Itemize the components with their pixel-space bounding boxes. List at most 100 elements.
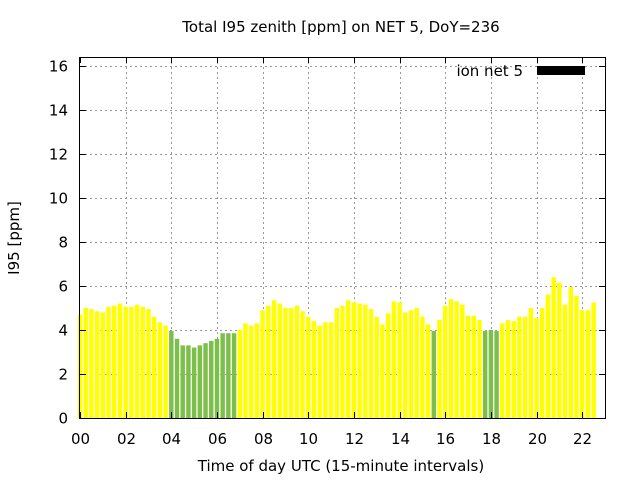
bar xyxy=(334,307,340,418)
bar xyxy=(357,303,362,418)
legend-swatch xyxy=(537,66,585,75)
bar xyxy=(591,302,596,418)
bar xyxy=(425,324,431,418)
bar xyxy=(500,323,505,418)
x-tick-labels: 00 02 04 06 08 10 12 14 16 18 20 22 xyxy=(71,430,592,448)
bar xyxy=(306,316,311,418)
bar xyxy=(220,333,225,418)
legend: ion net 5 xyxy=(456,62,585,80)
bar xyxy=(129,306,134,418)
bar xyxy=(83,307,88,418)
bar xyxy=(477,320,482,418)
bar xyxy=(151,316,157,418)
bar xyxy=(408,310,414,418)
bar xyxy=(465,315,471,418)
y-axis-label: I95 [ppm] xyxy=(5,201,23,275)
x-tick-label: 04 xyxy=(162,430,181,448)
bar xyxy=(271,300,277,418)
bar xyxy=(174,338,180,418)
bar xyxy=(180,345,185,418)
bar xyxy=(277,303,282,418)
y-tick-label: 4 xyxy=(58,322,68,340)
bar xyxy=(197,345,203,418)
bar xyxy=(317,325,322,418)
bar xyxy=(163,325,168,418)
bar xyxy=(123,306,128,418)
y-tick-label: 10 xyxy=(49,190,68,208)
bar xyxy=(89,309,94,418)
bar xyxy=(300,311,305,418)
bar xyxy=(540,307,545,418)
ticks xyxy=(80,57,605,419)
bar xyxy=(437,320,442,418)
bar xyxy=(203,343,208,418)
chart-title: Total I95 zenith [ppm] on NET 5, DoY=236 xyxy=(181,18,499,36)
bar xyxy=(112,305,117,418)
x-tick-label: 12 xyxy=(345,430,364,448)
bar xyxy=(454,301,459,418)
bar xyxy=(288,307,294,418)
bar xyxy=(351,302,357,418)
bar xyxy=(385,313,391,418)
y-tick-labels: 0 2 4 6 8 10 12 14 16 xyxy=(49,58,68,428)
bar xyxy=(368,309,374,418)
bar xyxy=(117,303,123,418)
bar xyxy=(471,315,476,418)
x-tick-label: 02 xyxy=(117,430,136,448)
bar xyxy=(579,310,585,418)
bar xyxy=(574,295,579,418)
bar xyxy=(231,333,237,418)
bar xyxy=(191,347,197,418)
bar xyxy=(568,287,573,418)
x-tick-label: 22 xyxy=(573,430,592,448)
bar xyxy=(340,305,345,418)
bar xyxy=(243,323,248,418)
bars xyxy=(77,277,596,419)
bar xyxy=(448,299,454,418)
bar xyxy=(146,309,151,418)
bar xyxy=(551,277,556,418)
bar xyxy=(585,310,591,418)
bar xyxy=(363,304,368,418)
bar xyxy=(266,305,271,418)
bar xyxy=(494,331,499,418)
x-tick-label: 14 xyxy=(391,430,410,448)
x-tick-label: 06 xyxy=(208,430,227,448)
bar xyxy=(528,307,534,418)
x-tick-label: 00 xyxy=(71,430,90,448)
x-tick-label: 08 xyxy=(254,430,273,448)
bar xyxy=(431,331,437,418)
bar xyxy=(488,329,494,418)
bar xyxy=(106,306,111,418)
bar xyxy=(294,305,300,418)
bar xyxy=(557,282,562,419)
x-tick-label: 16 xyxy=(436,430,455,448)
bar xyxy=(420,316,425,418)
y-tick-label: 6 xyxy=(58,278,68,296)
bar xyxy=(522,316,528,418)
bar xyxy=(94,311,100,418)
y-tick-label: 14 xyxy=(49,102,68,120)
bar xyxy=(169,331,174,418)
bar xyxy=(545,294,551,418)
bar xyxy=(248,325,254,418)
bar xyxy=(482,331,488,418)
bar xyxy=(328,322,334,418)
bar xyxy=(311,321,317,418)
bar xyxy=(517,316,522,418)
x-tick-label: 10 xyxy=(299,430,318,448)
y-tick-label: 0 xyxy=(58,410,68,428)
bar xyxy=(260,310,265,418)
bar xyxy=(237,329,243,418)
bar xyxy=(460,304,465,418)
bar xyxy=(562,304,568,418)
bar xyxy=(100,312,106,418)
bar xyxy=(186,345,191,418)
bar xyxy=(391,301,397,418)
bar xyxy=(323,322,328,418)
y-tick-label: 12 xyxy=(49,146,68,164)
bar xyxy=(414,307,419,418)
bar xyxy=(226,333,231,418)
bar xyxy=(283,307,288,418)
